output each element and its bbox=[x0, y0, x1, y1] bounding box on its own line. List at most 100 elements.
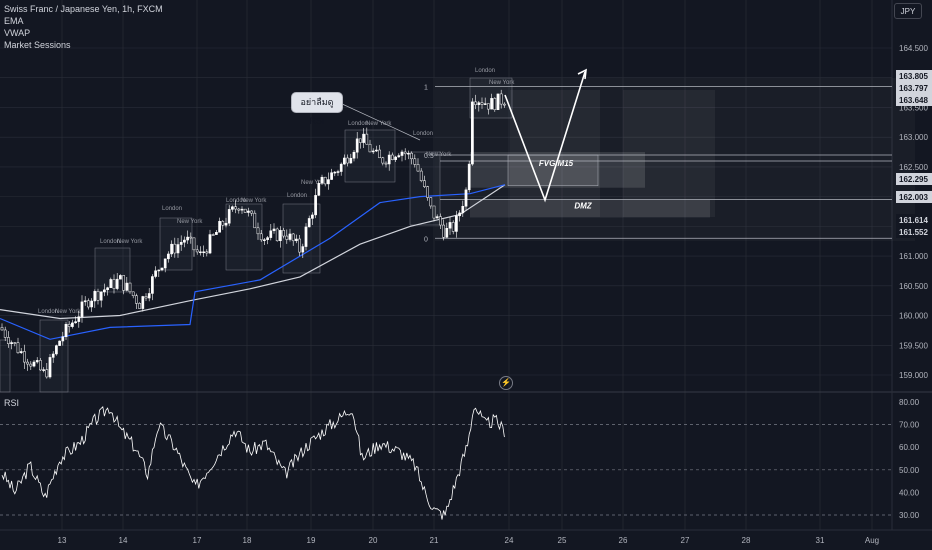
candle-body bbox=[67, 323, 71, 327]
session-box bbox=[344, 129, 396, 183]
grid-lines bbox=[0, 0, 932, 531]
candle-body bbox=[144, 296, 148, 299]
candle-body bbox=[151, 276, 154, 294]
candle-body bbox=[16, 342, 20, 354]
candle-body bbox=[451, 222, 455, 232]
candle-body bbox=[336, 171, 340, 173]
candle-body bbox=[141, 296, 145, 309]
fib-levels: 10.50 bbox=[339, 85, 892, 243]
annotation-bubble[interactable]: อย่าลืมดู RSI bbox=[291, 92, 343, 126]
candle-body bbox=[96, 291, 100, 301]
candle-body bbox=[391, 154, 394, 160]
chart-legend: Swiss Franc / Japanese Yen, 1h, FXCM EMA… bbox=[4, 3, 163, 51]
price-label: 163.805 bbox=[899, 72, 928, 81]
candle-body bbox=[317, 183, 321, 196]
time-tick-label: 18 bbox=[243, 536, 252, 545]
candle-body bbox=[227, 209, 231, 224]
candle-body bbox=[480, 102, 484, 105]
price-label-box bbox=[896, 70, 932, 82]
candle-body bbox=[103, 289, 106, 293]
time-tick-label: 24 bbox=[505, 536, 514, 545]
candle-body bbox=[339, 163, 343, 172]
candle-body bbox=[442, 224, 445, 238]
candle-body bbox=[362, 133, 365, 143]
candle-body bbox=[183, 239, 186, 243]
candle-body bbox=[80, 301, 84, 317]
price-labels: 163.805 163.797 163.648 162.295 162.003 161.6… bbox=[896, 70, 932, 238]
candle-body bbox=[503, 103, 506, 106]
candle-body bbox=[455, 215, 458, 232]
candle-body bbox=[35, 360, 39, 363]
candle-body bbox=[234, 206, 237, 210]
indicator-vwap[interactable]: VWAP bbox=[4, 28, 31, 38]
candle-body bbox=[477, 102, 481, 105]
rsi-tick-label: 80.00 bbox=[899, 398, 920, 407]
session-label: New York bbox=[55, 309, 81, 315]
candle-body bbox=[58, 340, 61, 346]
candle-body bbox=[307, 218, 311, 228]
session-label: New York bbox=[117, 239, 143, 245]
session-label: New York bbox=[241, 198, 267, 204]
ema-line bbox=[0, 184, 506, 320]
candle-body bbox=[93, 291, 97, 302]
price-label: 162.295 bbox=[899, 175, 928, 184]
rsi-label[interactable]: RSI bbox=[4, 398, 20, 408]
session-label: London bbox=[413, 131, 433, 137]
candle-body bbox=[487, 103, 490, 110]
time-tick-label: 21 bbox=[430, 536, 439, 545]
candle-body bbox=[461, 206, 465, 214]
lightning-icon[interactable]: ⚡ bbox=[499, 376, 513, 390]
candle-body bbox=[314, 195, 317, 216]
candle-body bbox=[298, 238, 301, 253]
dmz-zone bbox=[470, 199, 710, 218]
candle-body bbox=[365, 133, 369, 145]
candle-body bbox=[250, 210, 253, 214]
candle-body bbox=[483, 103, 487, 105]
session-label: London bbox=[162, 206, 182, 212]
candle-body bbox=[179, 242, 183, 245]
candle-body bbox=[13, 342, 17, 344]
candle-body bbox=[323, 176, 327, 185]
session-label: London bbox=[100, 239, 120, 245]
session-label: London bbox=[475, 68, 495, 74]
candle-body bbox=[10, 342, 13, 344]
candle-body bbox=[349, 157, 353, 164]
projection-path bbox=[504, 68, 587, 203]
price-tick-label: 163.500 bbox=[899, 103, 928, 112]
time-tick-label: 27 bbox=[681, 536, 690, 545]
candle-body bbox=[288, 233, 292, 240]
candle-body bbox=[490, 98, 493, 110]
candle-body bbox=[381, 157, 385, 164]
candle-body bbox=[330, 172, 333, 180]
candle-body bbox=[266, 237, 269, 240]
candle-body bbox=[61, 336, 65, 342]
rsi-tick-label: 50.00 bbox=[899, 466, 920, 475]
candle-body bbox=[0, 327, 4, 331]
dmz-label: DMZ bbox=[574, 202, 592, 211]
candle-body bbox=[45, 369, 49, 378]
indicator-sessions[interactable]: Market Sessions bbox=[4, 40, 71, 50]
candle-body bbox=[253, 212, 257, 229]
symbol-title[interactable]: Swiss Franc / Japanese Yen, 1h, FXCM bbox=[4, 4, 163, 14]
candle-body bbox=[272, 228, 276, 232]
price-tick-label: 164.500 bbox=[899, 44, 928, 53]
projection-box bbox=[510, 90, 600, 217]
session-label: New York bbox=[301, 180, 327, 186]
vwap-path bbox=[0, 184, 506, 340]
candle-body bbox=[282, 230, 285, 237]
currency-button[interactable]: JPY bbox=[894, 3, 922, 19]
price-label-box bbox=[896, 173, 932, 185]
candle-body bbox=[125, 282, 129, 291]
candle-body bbox=[435, 216, 439, 219]
vwap-line bbox=[0, 184, 506, 340]
candle-body bbox=[109, 279, 113, 288]
candle-body bbox=[496, 93, 500, 110]
candle-body bbox=[224, 222, 228, 226]
time-tick-label: Aug bbox=[865, 536, 879, 545]
indicator-ema[interactable]: EMA bbox=[4, 16, 24, 26]
candle-body bbox=[359, 138, 362, 143]
candle-body bbox=[215, 232, 218, 235]
